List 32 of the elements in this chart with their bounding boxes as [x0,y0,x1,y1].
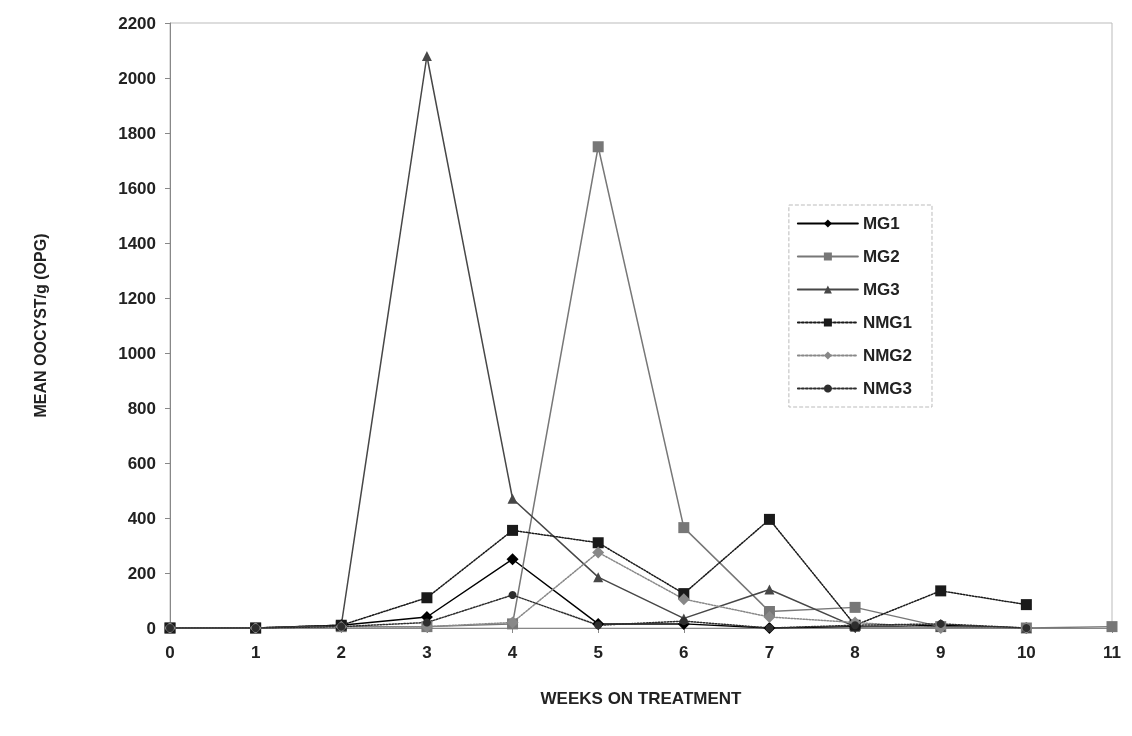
y-tick-label: 1200 [118,288,156,308]
legend-label: MG2 [862,247,900,266]
y-tick-label: 1800 [118,123,156,143]
x-tick-label: 11 [1103,643,1121,662]
y-tick-label: 600 [127,453,156,473]
y-tick-label: 1600 [118,178,156,198]
legend-label: NMG2 [862,346,913,365]
legend-label: NMG1 [862,313,913,332]
x-tick-label: 0 [165,643,175,662]
y-tick-label: 0 [146,618,156,638]
x-tick-label: 1 [250,643,261,662]
y-tick-label: 2000 [118,68,156,88]
y-tick-label: 400 [127,508,156,528]
x-tick-label: 6 [679,643,689,662]
legend-label: MG1 [862,214,900,233]
legend-label: MG3 [862,280,900,299]
y-tick-label: 1000 [118,343,156,363]
x-tick-label: 8 [850,643,860,662]
y-tick-label: 1400 [118,233,156,253]
x-axis-title: WEEKS ON TREATMENT [540,689,743,708]
x-tick-label: 3 [422,643,432,662]
x-tick-label: 7 [764,643,775,662]
x-tick-label: 5 [593,643,603,662]
y-tick-label: 200 [127,563,156,583]
y-tick-label: 800 [127,398,156,418]
legend-label: NMG3 [862,379,913,398]
y-axis-title: MEAN OOCYST/g (OPG) [31,233,49,418]
y-tick-label: 2200 [118,13,156,33]
x-tick-label: 10 [1016,643,1036,662]
x-tick-label: 2 [336,643,347,662]
x-tick-label: 9 [935,643,946,662]
x-tick-label: 4 [507,643,518,662]
